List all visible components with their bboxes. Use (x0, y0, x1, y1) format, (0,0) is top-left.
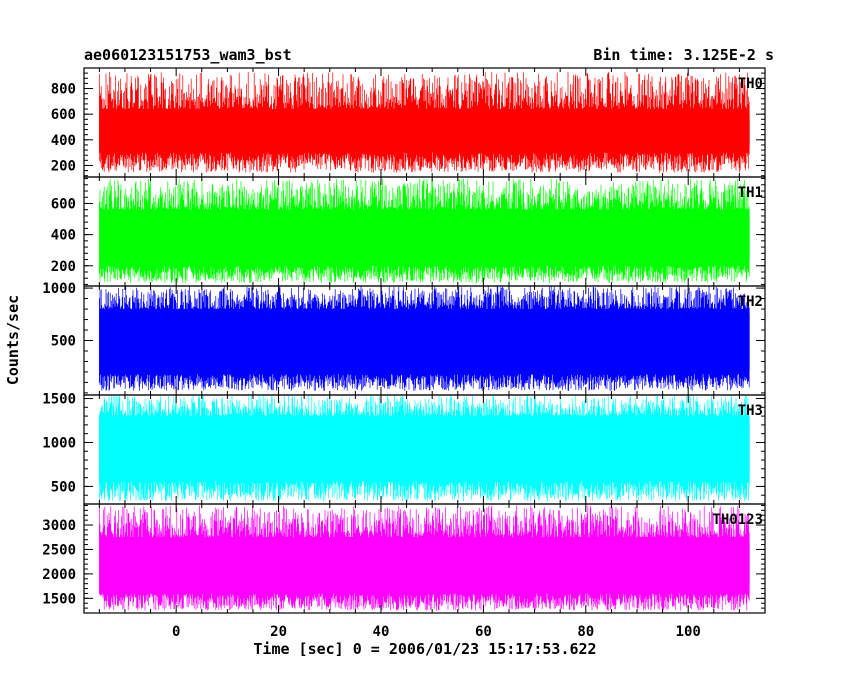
y-tick-label: 500 (51, 479, 76, 495)
panel-frame (83, 503, 766, 614)
y-tick-label: 3000 (42, 518, 76, 534)
x-axis: 0 20 40 60 80 100 (172, 624, 701, 640)
x-tick-label: 40 (373, 624, 390, 640)
trace-band-th3 (99, 419, 750, 478)
y-tick-label: 1500 (42, 392, 76, 408)
panel-label: TH0 (738, 76, 763, 92)
y-tick-label: 600 (51, 107, 76, 123)
chart-subtitle: Bin time: 3.125E-2 s (593, 46, 774, 64)
y-tick-label: 500 (51, 334, 76, 350)
chart-title: ae060123151753_wam3_bst (84, 46, 292, 64)
y-tick-label: 1000 (42, 281, 76, 297)
y-tick-label: 600 (51, 196, 76, 212)
y-tick-label: 800 (51, 82, 76, 98)
panel-th3: 500 1000 1500 TH3 (42, 392, 766, 505)
panel-th0123: 1500 2000 2500 3000 TH0123 (42, 503, 766, 614)
y-tick-label: 400 (51, 228, 76, 244)
panel-th2: 500 1000 TH2 (42, 281, 766, 396)
y-tick-label: 2000 (42, 567, 76, 583)
y-tick-label: 400 (51, 133, 76, 149)
trace-band-th1 (99, 215, 750, 260)
panel-label: TH3 (738, 403, 763, 419)
panel-label: TH1 (738, 185, 763, 201)
y-tick-label: 1000 (42, 435, 76, 451)
x-tick-label: 20 (270, 624, 287, 640)
trace-band-th0123 (99, 539, 750, 592)
trace-band-th2 (99, 313, 750, 370)
panel-th1: 200 400 600 TH1 (51, 176, 766, 287)
panel-label: TH2 (738, 294, 763, 310)
panel-label: TH0123 (712, 512, 763, 528)
y-axis-label: Counts/sec (4, 295, 22, 385)
y-tick-label: 1500 (42, 591, 76, 607)
panel-th0: 200 400 600 800 TH0 (51, 67, 766, 178)
x-tick-label: 60 (475, 624, 492, 640)
y-tick-label: 200 (51, 158, 76, 174)
y-tick-label: 2500 (42, 542, 76, 558)
x-tick-label: 0 (172, 624, 180, 640)
x-tick-label: 100 (676, 624, 701, 640)
trace-band-th0 (99, 114, 750, 148)
x-tick-label: 80 (577, 624, 594, 640)
y-tick-label: 200 (51, 259, 76, 275)
x-axis-label: Time [sec] 0 = 2006/01/23 15:17:53.622 (253, 640, 596, 658)
